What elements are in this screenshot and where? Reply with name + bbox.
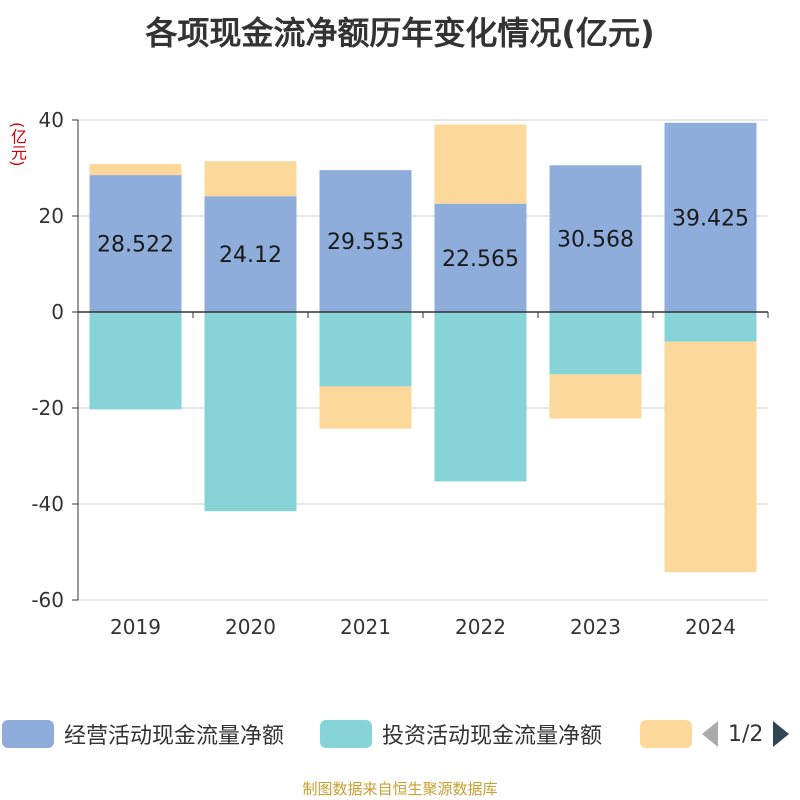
bar-2023-series-0 [549, 165, 642, 312]
bar-2019-series-2 [89, 164, 182, 176]
x-tick-label-2019: 2019 [110, 615, 161, 639]
legend-page-indicator: 1/2 [728, 721, 764, 747]
bar-2022-series-1 [434, 312, 527, 482]
bar-2019-series-1 [89, 312, 182, 410]
x-tick-label-2021: 2021 [340, 615, 391, 639]
legend-pager: 1/2 [700, 716, 791, 752]
chart-canvas: 40 20 0 -20 -40 -60 28.522 2019 24.12 2020 29.553 2… [31, 108, 769, 639]
data-label-2022: 22.565 [442, 247, 519, 272]
legend-label-operating: 经营活动现金流量净额 [64, 724, 285, 749]
axes [72, 119, 769, 601]
bar-2022-series-0 [434, 203, 527, 312]
data-label-2021: 29.553 [327, 230, 404, 255]
y-tick-label: -40 [31, 492, 64, 516]
legend-swatch-investing [320, 720, 372, 748]
x-tick-label-2022: 2022 [455, 615, 506, 639]
y-axis-unit: (亿元) [8, 122, 27, 167]
data-label-2023: 30.568 [557, 228, 634, 253]
triangle-right-icon[interactable] [771, 719, 791, 749]
labels: 40 20 0 -20 -40 -60 28.522 2019 24.12 2020 29.553 2… [31, 108, 749, 639]
data-label-2019: 28.522 [97, 233, 174, 258]
bar-2024-series-2 [664, 341, 757, 573]
legend-item-operating[interactable]: 经营活动现金流量净额 [2, 716, 284, 752]
y-tick-label: 40 [39, 108, 64, 132]
bar-2021-series-2 [319, 386, 412, 429]
legend: 经营活动现金流量净额 投资活动现金流量净额 [0, 716, 800, 756]
grid-lines [78, 119, 768, 601]
bar-2024-series-1 [664, 312, 757, 342]
legend-label-investing: 投资活动现金流量净额 [382, 724, 603, 749]
chart-title: 各项现金流净额历年变化情况(亿元) [145, 14, 655, 52]
bar-2020-series-0 [204, 196, 297, 312]
x-tick-label-2024: 2024 [685, 615, 736, 639]
triangle-left-icon[interactable] [700, 719, 720, 749]
x-tick-label-2020: 2020 [225, 615, 276, 639]
bar-2019-series-0 [89, 175, 182, 312]
bar-2020-series-1 [204, 312, 297, 512]
legend-swatch-financing [640, 720, 692, 748]
data-label-2024: 39.425 [672, 206, 749, 231]
bar-2021-series-1 [319, 312, 412, 387]
y-tick-label: -60 [31, 588, 64, 612]
bar-2023-series-2 [549, 374, 642, 419]
x-tick-label-2023: 2023 [570, 615, 621, 639]
bar-2024-series-0 [664, 122, 757, 312]
y-tick-label: -20 [31, 396, 64, 420]
bar-2022-series-2 [434, 124, 527, 204]
y-tick-label: 20 [39, 204, 64, 228]
legend-item-investing[interactable]: 投资活动现金流量净额 [320, 716, 602, 752]
bars [89, 122, 757, 573]
legend-item-financing[interactable] [640, 716, 692, 752]
legend-swatch-operating [2, 720, 54, 748]
data-source-footer: 制图数据来自恒生聚源数据库 [302, 780, 498, 798]
bar-2020-series-2 [204, 161, 297, 197]
data-label-2020: 24.12 [219, 243, 282, 268]
bar-2021-series-0 [319, 170, 412, 312]
y-tick-label: 0 [51, 300, 64, 324]
bar-2023-series-1 [549, 312, 642, 375]
